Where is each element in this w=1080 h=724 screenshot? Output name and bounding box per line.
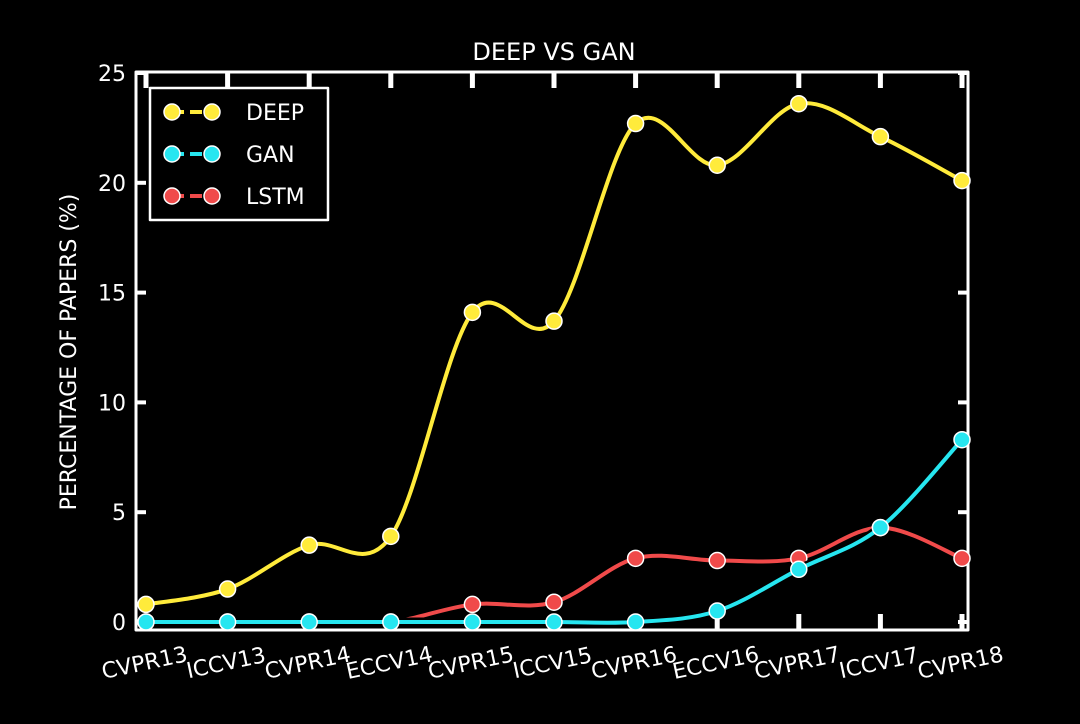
series-gan-point: [790, 560, 808, 579]
series-deep-point: [300, 536, 318, 554]
legend-marker-lstm: [163, 187, 181, 205]
series-deep-point: [871, 127, 890, 146]
series-lstm-point: [463, 595, 482, 614]
chart-title: DEEP VS GAN: [472, 38, 635, 66]
legend-marker-gan: [163, 145, 181, 163]
series-gan-point: [300, 613, 318, 631]
y-tick-label: 5: [112, 501, 126, 526]
x-tick-label: CVPR17: [752, 642, 842, 685]
series-deep-point: [218, 580, 237, 598]
series-gan-point: [463, 613, 482, 631]
legend-label-gan: GAN: [246, 143, 295, 168]
series-gan-point: [218, 613, 237, 631]
series-deep-point: [790, 94, 808, 113]
legend-label-lstm: LSTM: [246, 185, 305, 210]
x-tick-label: ICCV15: [511, 643, 595, 684]
y-tick-label: 15: [98, 282, 126, 307]
x-tick-label: CVPR18: [916, 642, 1006, 685]
legend-marker-deep: [163, 103, 181, 121]
series-lstm-point: [708, 551, 726, 570]
x-tick-label: CVPR13: [100, 642, 190, 685]
series-gan-point: [626, 613, 645, 631]
legend-item-deep: DEEP: [163, 101, 304, 126]
legend-marker-gan: [203, 145, 221, 163]
series-deep-point: [382, 527, 400, 546]
x-tick-label: ICCV13: [184, 643, 268, 684]
series-deep-point: [545, 312, 563, 330]
x-tick-label: ECCV14: [344, 642, 435, 685]
series-lstm-point: [545, 593, 563, 611]
series-deep-point: [463, 303, 482, 322]
plot-area: 0 5 10 15 20 25 CVPR13ICCV13CVPR14ECCV14CVPR15…: [98, 62, 1006, 685]
x-tick-label: ICCV17: [837, 643, 921, 684]
legend-item-lstm: LSTM: [163, 185, 305, 210]
legend-item-gan: GAN: [163, 143, 295, 168]
series-lstm-point: [953, 549, 971, 568]
y-axis-label: PERCENTAGE OF PAPERS (%): [57, 194, 82, 511]
series-gan-point: [953, 430, 971, 449]
x-tick-label: CVPR15: [426, 642, 516, 685]
series-deep-point: [137, 595, 155, 614]
y-tick-label: 0: [112, 611, 126, 636]
legend-marker-deep: [203, 103, 221, 121]
legend: DEEP GAN LSTM: [148, 86, 330, 222]
legend-marker-lstm: [203, 187, 221, 205]
x-tick-label: CVPR16: [589, 642, 679, 685]
y-tick-label: 20: [98, 172, 126, 197]
y-tick-label: 25: [98, 62, 126, 87]
series-gan-point: [137, 613, 155, 631]
series-deep-point: [626, 114, 645, 133]
x-tick-label: ECCV16: [670, 642, 761, 685]
series-deep-point: [953, 171, 971, 190]
series-lstm-point: [626, 549, 645, 568]
series-gan-point: [382, 613, 400, 631]
series-deep-point: [708, 156, 726, 174]
series-gan-point: [708, 602, 726, 620]
x-tick-label: CVPR14: [263, 642, 353, 685]
series-gan-point: [545, 613, 563, 631]
y-tick-label: 10: [98, 391, 126, 416]
legend-label-deep: DEEP: [246, 101, 304, 126]
series-gan-point: [871, 518, 890, 537]
